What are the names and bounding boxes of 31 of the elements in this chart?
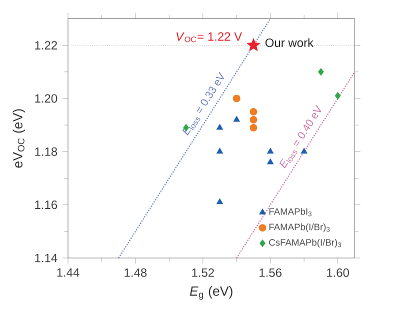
point	[267, 158, 274, 164]
legend-label: FAMAPb(I/Br)$_{3}$	[269, 223, 330, 232]
point	[300, 148, 308, 154]
x-tick-label: 1.52	[192, 268, 214, 277]
point	[246, 38, 260, 51]
point	[216, 198, 224, 204]
x-tick-label: 1.60	[327, 268, 350, 277]
y-axis-title: eV$_{OC}$ (eV)	[12, 109, 26, 168]
legend-label: FAMAPbI$_{3}$	[269, 208, 312, 216]
point	[232, 94, 240, 102]
y-tick-label: 1.16	[35, 200, 58, 210]
x-tick-label: 1.48	[124, 268, 147, 277]
point	[318, 68, 324, 76]
annotation: V$_{OC}$= 1.22 V	[176, 32, 242, 42]
y-tick-label: 1.14	[35, 254, 58, 262]
x-axis-title: E$_{g}$ (eV)	[190, 286, 232, 300]
y-tick-label: 1.20	[35, 94, 58, 103]
point	[250, 116, 258, 124]
legend-label: CsFAMAPb(I/Br)$_{3}$	[269, 238, 342, 248]
point	[250, 108, 258, 116]
point	[267, 148, 274, 154]
x-tick-label: 1.56	[260, 268, 282, 277]
point	[250, 124, 258, 132]
x-tick-label: 1.44	[57, 268, 80, 277]
point	[334, 92, 341, 100]
series-label: Our work	[265, 38, 314, 48]
point	[233, 116, 240, 122]
y-tick-label: 1.18	[35, 147, 58, 156]
point	[216, 148, 224, 154]
y-tick-label: 1.22	[35, 41, 57, 50]
point	[216, 124, 224, 130]
